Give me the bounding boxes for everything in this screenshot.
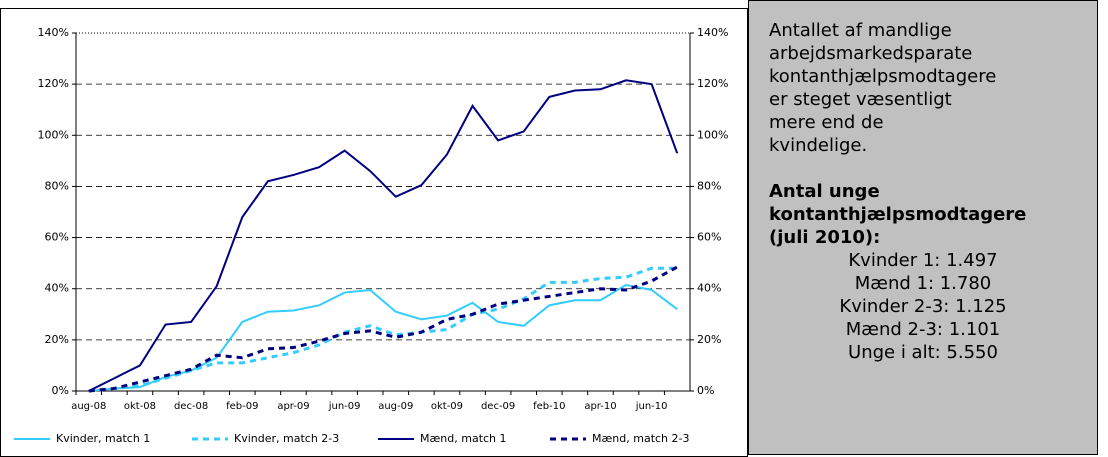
y2-tick-label: 40% xyxy=(697,282,721,295)
x-tick-label: okt-08 xyxy=(124,401,156,412)
x-tick-label: feb-09 xyxy=(226,401,258,412)
text-line: kontanthjælpsmodtagere xyxy=(769,204,1027,225)
text-box: Antallet af mandlige arbejdsmarkedsparate… xyxy=(748,0,1098,455)
chart: 0% 20% 40% 60% 80% 100% 120% 140% 0% 20% 40% 60% 80%… xyxy=(0,8,748,457)
text-line: Mænd 2-3: 1.101 xyxy=(845,319,1001,340)
text-line: Antallet af mandlige xyxy=(769,20,952,41)
y-tick-label: 60% xyxy=(45,231,69,244)
text-line: arbejdsmarkedsparate xyxy=(769,43,973,64)
x-tick-label: feb-10 xyxy=(533,401,565,412)
text-line: er steget væsentligt xyxy=(769,89,952,110)
x-tick-label: apr-10 xyxy=(584,401,616,412)
legend-label: Kvinder, match 2-3 xyxy=(234,432,339,445)
text-line: Kvinder 2-3: 1.125 xyxy=(839,296,1007,317)
y2-tick-label: 100% xyxy=(697,128,728,141)
y-tick-label: 80% xyxy=(45,179,69,192)
y-tick-label: 120% xyxy=(38,77,69,90)
text-line: kontanthjælpsmodtagere xyxy=(769,66,997,87)
y2-tick-label: 0% xyxy=(697,384,714,397)
chart-frame xyxy=(0,8,748,457)
y2-tick-label: 60% xyxy=(697,231,721,244)
x-tick-label: dec-08 xyxy=(174,401,208,412)
text-line: (juli 2010): xyxy=(769,227,881,248)
y2-tick-label: 80% xyxy=(697,179,721,192)
legend-label: Mænd, match 1 xyxy=(420,432,507,445)
text-line: mere end de xyxy=(769,112,884,133)
y-tick-label: 100% xyxy=(38,128,69,141)
line-series xyxy=(88,265,678,393)
y2-tick-label: 20% xyxy=(697,333,721,346)
legend-label: Kvinder, match 1 xyxy=(56,432,150,445)
text-line: Antal unge xyxy=(769,181,880,202)
y2-tick-label: 120% xyxy=(697,77,728,90)
y-tick-label: 140% xyxy=(38,26,69,39)
x-tick-label: okt-09 xyxy=(431,401,463,412)
y-tick-label: 20% xyxy=(45,333,69,346)
text-line: Kvinder 1: 1.497 xyxy=(848,250,998,271)
x-tick-label: apr-09 xyxy=(277,401,309,412)
x-tick-label: aug-09 xyxy=(378,401,413,412)
text-line: kvindelige. xyxy=(769,135,868,156)
text-line: Unge i alt: 5.550 xyxy=(848,342,998,363)
line-series xyxy=(88,79,679,392)
x-tick-label: aug-08 xyxy=(71,401,106,412)
y2-tick-label: 140% xyxy=(697,26,728,39)
text-line: Mænd 1: 1.780 xyxy=(854,273,992,294)
x-tick-label: jun-10 xyxy=(635,401,668,412)
x-tick-label: dec-09 xyxy=(481,401,515,412)
y-tick-label: 40% xyxy=(45,282,69,295)
x-tick-label: jun-09 xyxy=(328,401,361,412)
legend-label: Mænd, match 2-3 xyxy=(592,432,690,445)
y-tick-label: 0% xyxy=(52,384,69,397)
